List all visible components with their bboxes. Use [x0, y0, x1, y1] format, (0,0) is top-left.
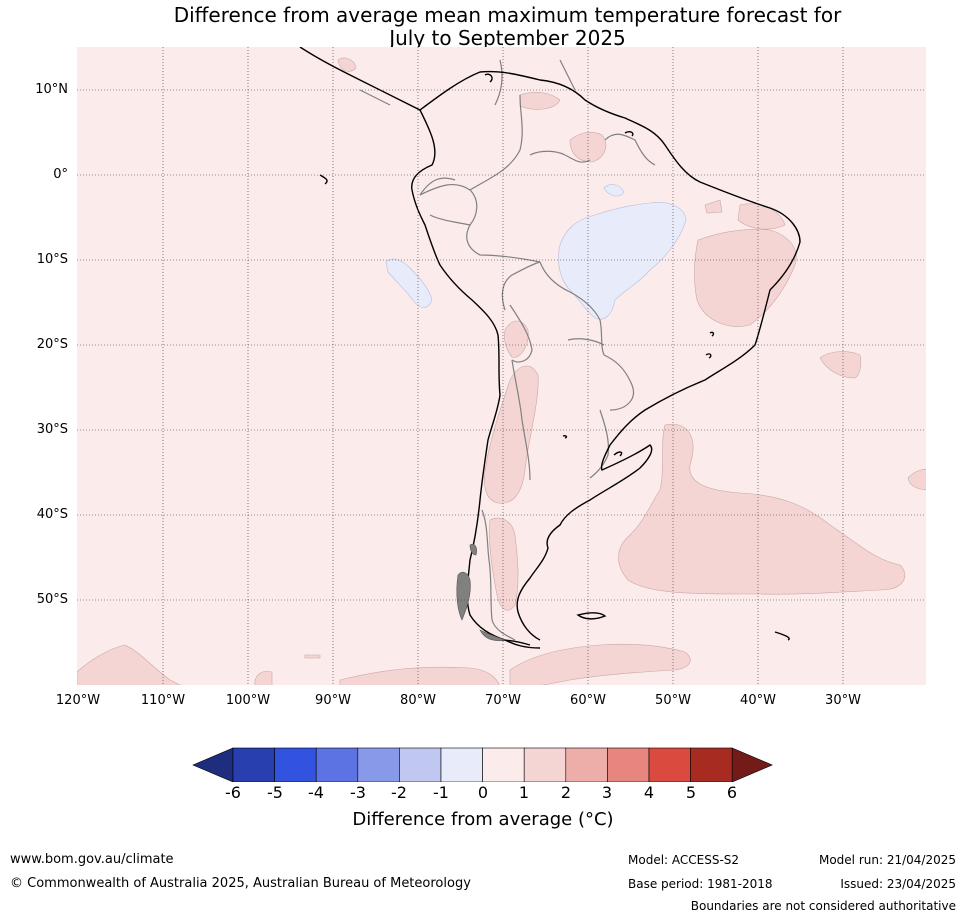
- colorbar-extend-high: [731, 747, 773, 782]
- colorbar-extend-low: [192, 747, 234, 782]
- gridlines: [77, 47, 926, 685]
- lat-label-0: 0°: [53, 167, 68, 182]
- colorbar-tick-1: 1: [518, 783, 530, 802]
- colorbar-tick-6: 6: [726, 783, 738, 802]
- colorbar-label: Difference from average (°C): [352, 809, 614, 830]
- colorbar-cell: [399, 747, 442, 782]
- lat-label-20s: 20°S: [36, 337, 68, 352]
- lat-label-50s: 50°S: [36, 592, 68, 607]
- colorbar-cell: [232, 747, 275, 782]
- lon-label-70w: 70°W: [485, 693, 521, 708]
- colorbar-cell: [482, 747, 525, 782]
- colorbar-tick-0: 0: [477, 783, 489, 802]
- colorbar-tick-3: 3: [601, 783, 613, 802]
- colorbar-tick-minus4: -4: [308, 783, 324, 802]
- colorbar-cell: [357, 747, 400, 782]
- lon-label-50w: 50°W: [655, 693, 691, 708]
- colorbar-tick-2: 2: [560, 783, 572, 802]
- colorbar-cell: [690, 747, 733, 782]
- colorbar-cell: [607, 747, 650, 782]
- colorbar-cell: [440, 747, 483, 782]
- model-run: Model run: 21/04/2025: [818, 853, 956, 867]
- lon-label-110w: 110°W: [140, 693, 186, 708]
- copyright-text: © Commonwealth of Australia 2025, Austra…: [10, 876, 471, 891]
- lat-label-10n: 10°N: [35, 82, 68, 97]
- title-line-1: Difference from average mean maximum tem…: [173, 3, 842, 27]
- lon-label-90w: 90°W: [315, 693, 351, 708]
- lon-label-120w: 120°W: [55, 693, 101, 708]
- colorbar-cell: [565, 747, 608, 782]
- lon-label-40w: 40°W: [740, 693, 776, 708]
- map-title: Difference from average mean maximum tem…: [0, 4, 965, 50]
- colorbar-cell: [648, 747, 691, 782]
- lon-label-60w: 60°W: [570, 693, 606, 708]
- coastlines: [299, 47, 801, 649]
- base-period: Base period: 1981-2018: [628, 877, 773, 891]
- colorbar: [192, 747, 773, 782]
- colorbar-tick-minus6: -6: [225, 783, 241, 802]
- colorbar-tick-minus2: -2: [391, 783, 407, 802]
- archipelago: [456, 543, 507, 641]
- colorbar-tick-4: 4: [643, 783, 655, 802]
- colorbar-tick-minus5: -5: [267, 783, 283, 802]
- lat-label-40s: 40°S: [36, 507, 68, 522]
- colorbar-cell: [315, 747, 359, 782]
- model-name: Model: ACCESS-S2: [628, 853, 740, 867]
- title-line-2: July to September 2025: [389, 26, 626, 50]
- website-link[interactable]: www.bom.gov.au/climate: [10, 852, 174, 867]
- colorbar-cell: [274, 747, 317, 782]
- issued-date: Issued: 23/04/2025: [840, 877, 956, 891]
- anomaly-minus1-to-0-regions: [385, 184, 687, 320]
- country-boundaries: [359, 59, 656, 641]
- boundaries-disclaimer: Boundaries are not considered authoritat…: [690, 899, 956, 913]
- lon-label-100w: 100°W: [225, 693, 271, 708]
- colorbar-tick-5: 5: [685, 783, 697, 802]
- colorbar-tick-minus1: -1: [433, 783, 449, 802]
- colorbar-cell: [523, 747, 567, 782]
- anomaly-1-to-2-regions: [77, 57, 926, 685]
- lon-label-80w: 80°W: [400, 693, 436, 708]
- lon-label-30w: 30°W: [825, 693, 861, 708]
- lat-label-10s: 10°S: [36, 252, 68, 267]
- forecast-map: [77, 47, 926, 685]
- colorbar-tick-minus3: -3: [350, 783, 366, 802]
- lat-label-30s: 30°S: [36, 422, 68, 437]
